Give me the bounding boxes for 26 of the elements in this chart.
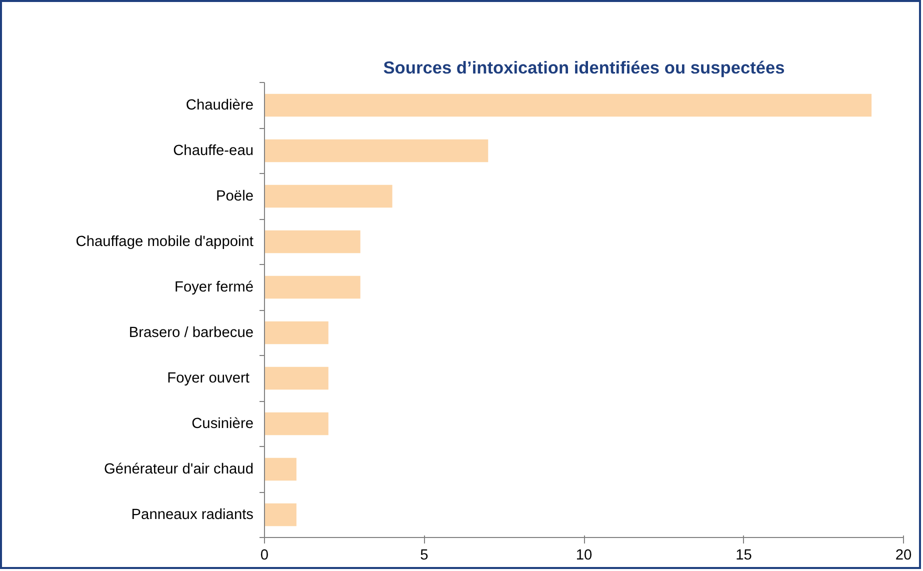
x-tick-label: 5 bbox=[420, 548, 428, 564]
bar bbox=[264, 321, 328, 344]
bar bbox=[264, 366, 328, 390]
y-tick-label: Poële bbox=[216, 188, 254, 204]
chart-title: Sources d’intoxication identifiées ou suspectées bbox=[383, 58, 785, 78]
y-tick-label: Chaudière bbox=[186, 97, 254, 114]
bar bbox=[264, 276, 360, 299]
x-tick-label: 20 bbox=[895, 548, 912, 564]
y-tick-label: Panneaux radiants bbox=[131, 506, 254, 523]
y-tick-label: Foyer ouvert bbox=[167, 370, 250, 386]
bar bbox=[264, 230, 360, 254]
y-tick-label: Brasero / barbecue bbox=[128, 324, 254, 341]
y-tick-label: Générateur d'air chaud bbox=[104, 461, 254, 478]
y-tick-label: Chauffe-eau bbox=[173, 142, 254, 159]
x-tick-label: 10 bbox=[576, 548, 592, 564]
x-tick-label: 0 bbox=[260, 548, 269, 564]
x-tick-label: 15 bbox=[736, 548, 752, 564]
y-tick-label: Cusinière bbox=[192, 416, 254, 432]
bar bbox=[264, 458, 296, 481]
bar bbox=[264, 139, 488, 162]
bar bbox=[264, 412, 328, 436]
y-tick-label: Foyer fermé bbox=[174, 279, 254, 296]
bar bbox=[264, 503, 296, 526]
y-tick-label: Chauffage mobile d'appoint bbox=[76, 234, 254, 250]
bar bbox=[264, 94, 872, 117]
bar bbox=[264, 184, 392, 208]
